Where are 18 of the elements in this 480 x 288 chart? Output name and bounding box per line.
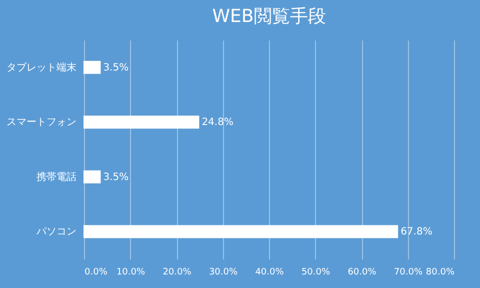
data-label: 3.5% [103, 172, 129, 183]
x-tick-label: 20.0% [162, 268, 192, 278]
data-label: 3.5% [103, 62, 129, 74]
y-tick-label: パソコン [36, 226, 76, 238]
x-tick-label: 60.0% [348, 268, 377, 278]
x-tick-label: 40.0% [255, 268, 284, 278]
y-tick-label: 携帯電話 [36, 170, 76, 183]
data-label: 67.8% [400, 226, 432, 238]
x-tick-label: 30.0% [208, 268, 238, 278]
chart-title: WEB閲覧手段 [212, 6, 326, 27]
x-tick-label: 0.0% [84, 268, 108, 278]
x-tick-label: 50.0% [301, 268, 330, 278]
x-tick-label: 70.0% [394, 268, 423, 278]
y-tick-label: タブレット端末 [6, 61, 76, 74]
data-label: 24.8% [202, 117, 234, 128]
x-tick-label: 10.0% [116, 268, 146, 278]
y-tick-label: スマートフォン [6, 117, 76, 128]
x-tick-label: 80.0% [426, 268, 455, 278]
